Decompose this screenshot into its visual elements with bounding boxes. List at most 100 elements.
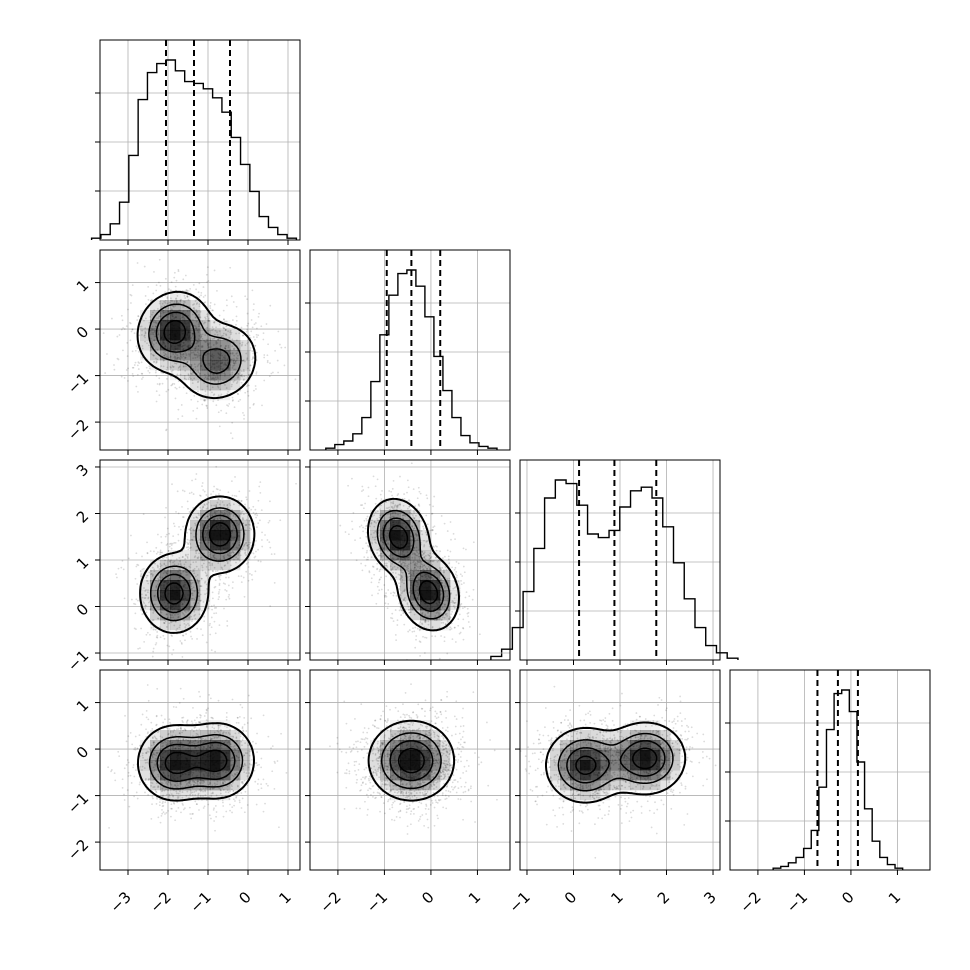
sample-point: [203, 321, 206, 324]
sample-point: [155, 360, 158, 363]
sample-point: [197, 556, 200, 559]
contour-line: [163, 319, 187, 345]
sample-point: [176, 627, 179, 630]
sample-point: [190, 588, 193, 591]
sample-point: [193, 394, 196, 397]
sample-point: [231, 371, 234, 374]
sample-point: [403, 497, 406, 500]
sample-point: [229, 333, 232, 336]
sample-point: [166, 644, 169, 647]
sample-point: [192, 357, 195, 359]
sample-point: [212, 570, 215, 573]
sample-point: [187, 507, 189, 510]
sample-point: [200, 335, 203, 338]
sample-point: [208, 624, 211, 627]
sample-point: [115, 576, 118, 579]
sample-point: [214, 585, 217, 588]
sample-point: [246, 324, 249, 327]
sample-point: [457, 562, 460, 565]
sample-point: [171, 483, 173, 486]
density-cell: [400, 580, 411, 591]
sample-point: [458, 632, 461, 635]
sample-point: [216, 501, 219, 504]
sample-point: [153, 335, 156, 338]
density-cell: [230, 360, 241, 371]
sample-point: [380, 576, 382, 579]
sample-point: [190, 585, 193, 588]
sample-point: [171, 653, 173, 656]
density-cell: [180, 370, 191, 381]
sample-point: [218, 323, 221, 326]
sample-point: [149, 346, 152, 348]
sample-point: [451, 638, 454, 641]
sample-point: [240, 508, 243, 511]
sample-point: [180, 356, 183, 359]
sample-point: [200, 294, 202, 297]
sample-point: [162, 557, 164, 560]
sample-point: [154, 320, 157, 323]
sample-point: [170, 616, 173, 619]
sample-point: [233, 348, 235, 351]
sample-point: [213, 393, 216, 396]
sample-point: [182, 634, 185, 637]
sample-point: [180, 563, 182, 566]
density-cell: [410, 560, 421, 571]
density-cell: [160, 300, 171, 311]
sample-point: [269, 304, 272, 307]
sample-point: [190, 817, 193, 820]
sample-point: [219, 558, 222, 560]
sample-point: [205, 572, 207, 575]
sample-point: [195, 473, 198, 475]
sample-point: [198, 580, 201, 583]
sample-point: [225, 299, 228, 302]
sample-point: [224, 373, 226, 376]
sample-point: [241, 548, 244, 551]
sample-point: [276, 760, 279, 762]
sample-point: [375, 497, 378, 500]
sample-point: [205, 404, 208, 407]
sample-point: [235, 305, 238, 308]
sample-point: [191, 592, 194, 595]
sample-point: [152, 628, 155, 631]
sample-point: [149, 350, 152, 352]
sample-point: [392, 591, 395, 594]
sample-point: [237, 400, 240, 403]
sample-point: [151, 340, 153, 343]
sample-point: [147, 582, 150, 585]
sample-point: [170, 547, 173, 550]
sample-point: [227, 346, 230, 349]
sample-point: [132, 366, 135, 369]
sample-point: [380, 498, 383, 500]
sample-point: [152, 611, 155, 614]
sample-point: [147, 718, 150, 721]
sample-point: [162, 634, 165, 637]
sample-point: [205, 515, 208, 518]
sample-point: [182, 386, 185, 389]
sample-point: [186, 573, 189, 576]
sample-point: [207, 345, 210, 348]
sample-point: [252, 308, 255, 311]
sample-point: [178, 357, 181, 360]
sample-point: [217, 592, 220, 595]
sample-point: [228, 555, 230, 557]
sample-point: [186, 538, 189, 541]
sample-point: [240, 374, 243, 377]
sample-point: [169, 561, 172, 563]
sample-point: [184, 274, 187, 277]
density-cell: [200, 380, 211, 391]
sample-point: [207, 346, 210, 349]
sample-point: [183, 614, 186, 617]
sample-point: [456, 574, 458, 577]
sample-point: [139, 647, 141, 650]
density-cell: [150, 300, 161, 311]
sample-point: [170, 542, 172, 545]
sample-point: [224, 348, 227, 350]
density-cell: [200, 320, 211, 331]
sample-point: [245, 541, 248, 544]
sample-point: [269, 500, 271, 503]
sample-point: [213, 566, 216, 569]
sample-point: [231, 437, 234, 440]
sample-point: [226, 506, 229, 509]
sample-point: [462, 638, 465, 641]
sample-point: [203, 377, 206, 380]
